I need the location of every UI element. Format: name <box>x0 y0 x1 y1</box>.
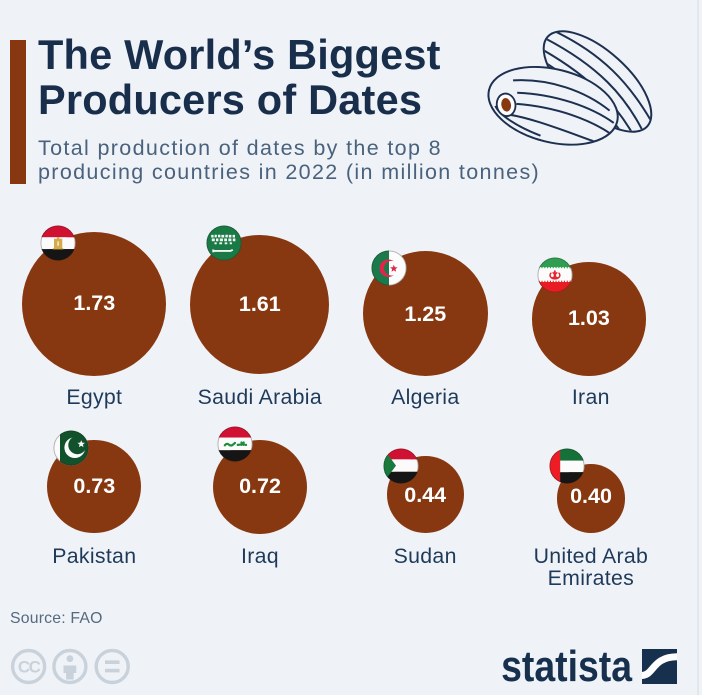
svg-text:CC: CC <box>18 658 41 677</box>
